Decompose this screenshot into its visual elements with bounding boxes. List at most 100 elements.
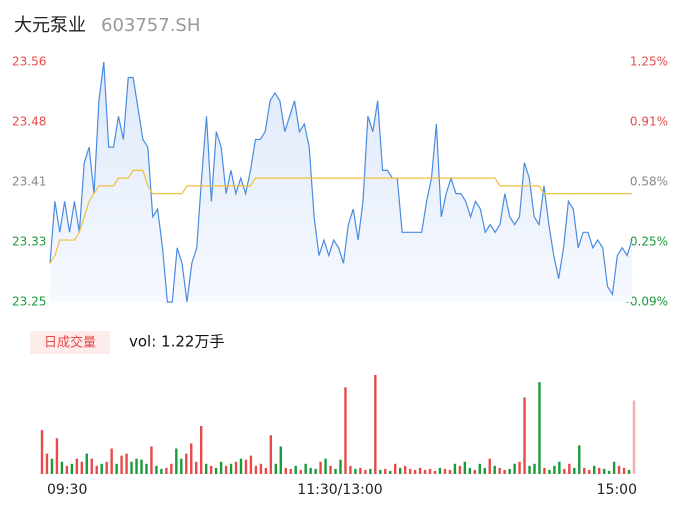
volume-bar [85,453,88,474]
volume-bar [478,463,481,474]
volume-bar [398,467,402,474]
volume-bar [518,461,521,474]
y-tick-label: 23.25 [12,295,46,309]
volume-bar [488,458,491,474]
volume-bar [443,468,447,474]
volume-bar [349,465,352,474]
volume-bar [558,461,561,474]
average-line [49,169,632,264]
volume-bar [40,430,44,474]
volume-bar [195,461,198,474]
volume-bar [279,446,282,474]
y-tick-label: 23.48 [12,115,46,129]
volume-bar [448,469,452,474]
volume-label: vol: 1.22万手 [129,333,224,351]
volume-bar [344,387,347,474]
volume-bar [423,469,427,474]
volume-bar [155,465,158,474]
volume-bar [513,463,516,474]
volume-bar [55,438,59,474]
volume-bar [319,461,322,474]
volume-bar [597,467,601,474]
volume-bar [130,461,133,474]
volume-bar [115,463,118,474]
volume-bar [120,455,123,474]
volume-bar [324,458,327,474]
volume-bar [145,463,148,474]
volume-bar [234,461,238,474]
volume-bar [359,467,362,474]
volume-bar [105,461,108,474]
volume-bar [95,465,98,474]
volume-bar [578,445,581,474]
volume-bar [493,465,496,474]
volume-bar [314,468,317,474]
volume-tab-label[interactable]: 日成交量 [44,335,96,351]
volume-bar [438,467,442,474]
volume-bar [284,467,287,474]
volume-bar [229,463,233,474]
volume-bar [334,468,337,474]
volume-bar [528,465,531,474]
y2-tick-label: -0.09% [626,295,668,309]
volume-bar [503,469,506,474]
volume-bar [543,467,546,474]
volume-bar [339,459,342,474]
volume-bar [533,463,536,474]
volume-bar [289,468,292,474]
volume-bar [50,458,54,474]
volume-bar [219,461,223,474]
volume-bar [428,468,432,474]
volume-bar [593,465,596,474]
volume-bar [588,469,591,474]
volume-bar [612,461,616,474]
volume-bar [403,465,407,474]
volume-bar [433,470,437,474]
volume-bar [453,463,457,474]
volume-bar [249,455,253,474]
volume-bar [408,468,412,474]
volume-bar [413,469,417,474]
volume-bar [304,463,307,474]
chart-subtitle: 603757.SH [101,15,200,36]
volume-bar [568,463,571,474]
volume-bar [583,467,586,474]
volume-bar [110,448,113,474]
volume-bar [165,467,168,474]
volume-bar [75,458,79,474]
volume-bar [185,453,188,474]
volume-bar [190,443,193,474]
volume-bar [135,458,138,474]
volume-bar [498,467,501,474]
volume-bar [214,467,218,474]
volume-bar [364,469,367,474]
volume-bar [389,470,392,474]
volume-tab[interactable] [30,331,110,354]
volume-bar [538,382,541,474]
price-line [49,61,633,303]
volume-bar [299,469,302,474]
y2-tick-label: 0.58% [630,175,668,189]
volume-bar [622,467,626,474]
volume-bar [463,461,467,474]
y2-tick-label: 0.91% [630,115,668,129]
volume-bar [199,426,203,474]
volume-bar [508,468,511,474]
x-tick-label: 09:30 [47,482,87,498]
price-area [50,62,632,302]
volume-bar [45,453,49,474]
y2-tick-label: 0.25% [630,235,668,249]
y2-tick-label: 1.25% [630,55,668,69]
volume-bar [239,458,243,474]
y-tick-label: 23.56 [12,55,46,69]
volume-bar [627,469,631,474]
volume-bar [418,467,422,474]
volume-bar [204,463,208,474]
volume-bar [244,459,248,474]
volume-bar [90,458,93,474]
volume-bar [384,468,387,474]
volume-bar [553,465,556,474]
volume-bar [607,470,611,474]
volume-bar [329,465,332,474]
y-tick-label: 23.41 [12,175,46,189]
